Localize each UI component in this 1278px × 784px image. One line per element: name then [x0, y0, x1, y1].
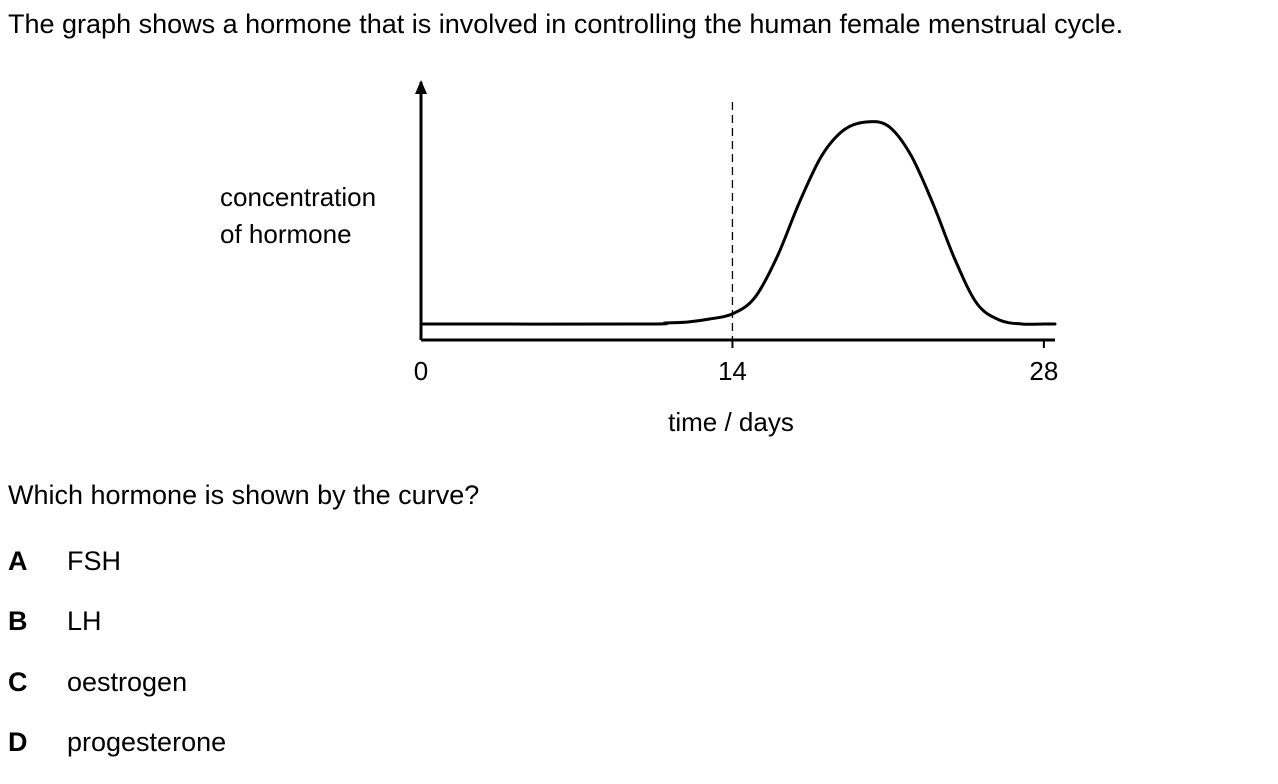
option-letter: C — [8, 666, 28, 697]
y-axis-label-line-2: of hormone — [220, 219, 352, 249]
hormone-chart: 0 14 28 concentration of hormone time / da… — [220, 80, 1058, 437]
hormone-curve — [419, 120, 1057, 326]
option-letter: A — [8, 546, 28, 576]
y-axis-label-line-1: concentration — [220, 182, 376, 212]
option-letter: B — [8, 606, 28, 637]
option-text: LH — [67, 606, 102, 637]
option-text: oestrogen — [67, 666, 188, 697]
x-tick-label: 0 — [414, 356, 428, 386]
option-text: progesterone — [67, 726, 227, 757]
x-tick-label: 14 — [718, 356, 747, 386]
x-axis-label: time / days — [668, 407, 794, 437]
option-a[interactable]: A FSH — [8, 543, 226, 603]
question-text: Which hormone is shown by the curve? — [8, 480, 480, 510]
x-tick-label: 28 — [1029, 356, 1058, 386]
option-letter: D — [8, 726, 28, 757]
option-b[interactable]: B LH — [8, 603, 226, 663]
intro-text: The graph shows a hormone that is involv… — [8, 9, 1124, 39]
option-text: FSH — [67, 546, 121, 576]
